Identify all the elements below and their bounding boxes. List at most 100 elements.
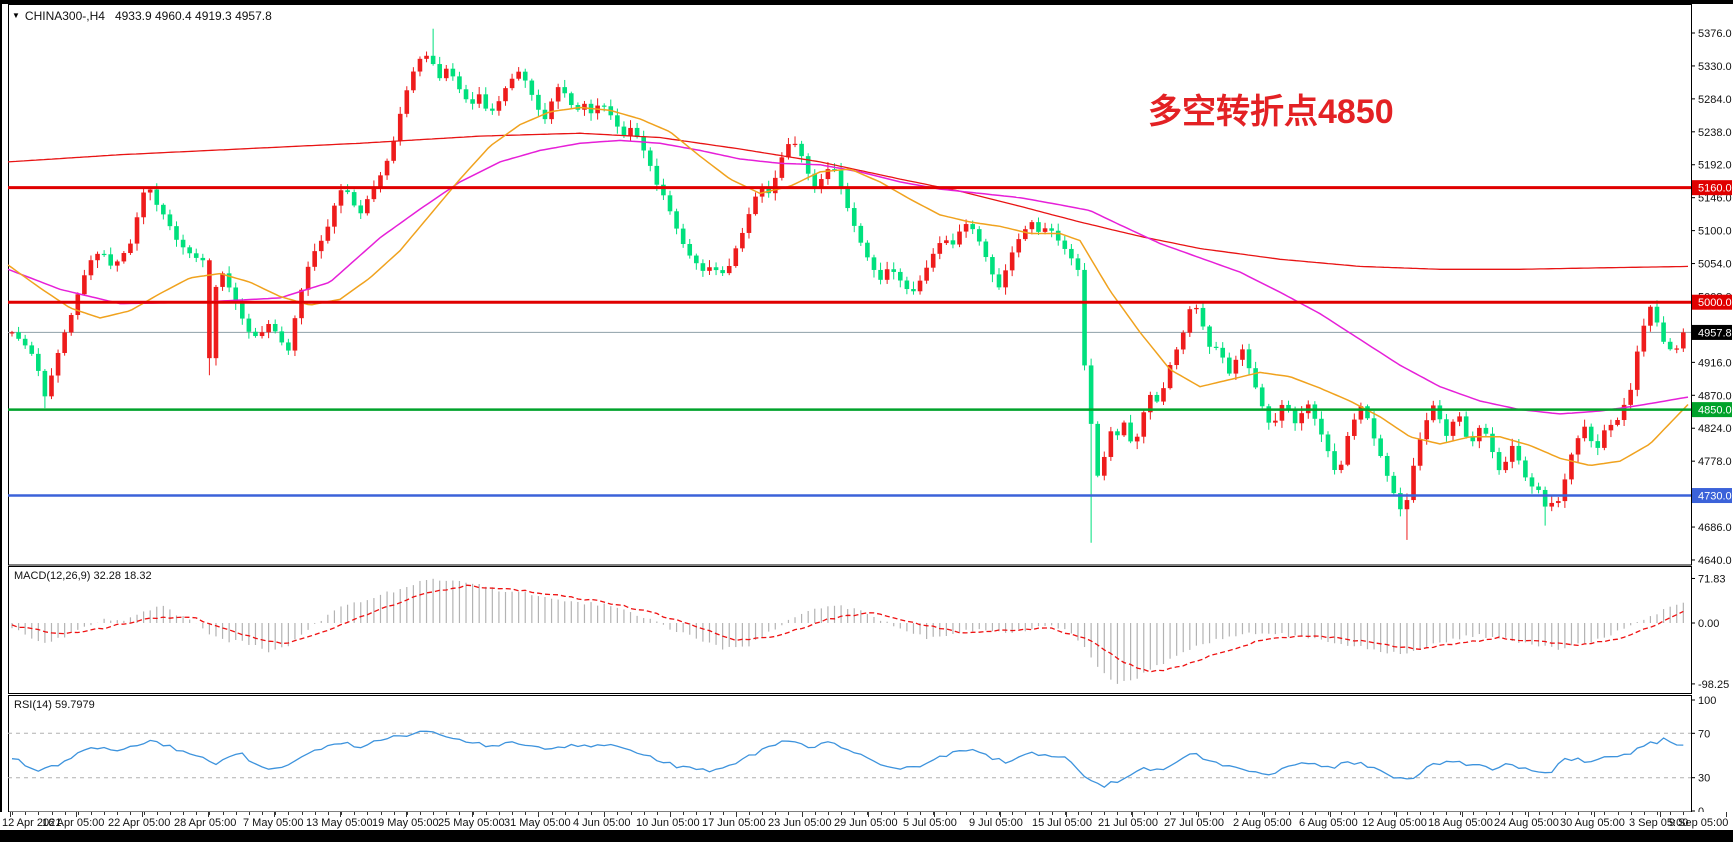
chart-annotation: 多空转折点4850	[1148, 93, 1394, 131]
time-major-tick	[1132, 812, 1133, 817]
ma-slow-line	[7, 132, 1689, 270]
time-minor-tick	[1078, 812, 1079, 815]
time-label: 31 May 05:00	[504, 817, 571, 829]
main-price-chart[interactable]: 5376.0 5330.0 5284.0 5238.0 5192.0 5146.0 5100…	[0, 0, 1733, 566]
time-major-tick	[1198, 812, 1199, 817]
rsi-label: RSI(14) 59.7979	[14, 699, 95, 711]
time-minor-tick	[683, 812, 685, 815]
time-label: 9 Sep 05:00	[1669, 817, 1729, 829]
time-minor-tick	[893, 812, 895, 815]
time-minor-tick	[959, 812, 961, 815]
time-label: 29 Jun 05:00	[834, 817, 898, 829]
svg-text:4916.0: 4916.0	[1698, 357, 1732, 369]
time-minor-tick	[1301, 812, 1303, 815]
time-major-tick	[1396, 812, 1397, 817]
time-minor-tick	[577, 812, 579, 815]
window-left-border	[0, 0, 2, 842]
time-major-tick	[1594, 812, 1595, 817]
time-minor-tick	[1117, 812, 1119, 815]
time-minor-tick	[169, 812, 171, 815]
svg-text:5238.0: 5238.0	[1698, 127, 1732, 139]
time-major-tick	[802, 812, 803, 817]
time-minor-tick	[933, 812, 935, 815]
time-minor-tick	[1196, 812, 1198, 815]
svg-text:4730.0: 4730.0	[1698, 491, 1732, 503]
horizontal-levels	[8, 186, 1691, 497]
time-minor-tick	[1420, 812, 1422, 815]
time-minor-tick	[25, 812, 27, 815]
time-minor-tick	[867, 812, 869, 815]
time-minor-tick	[196, 812, 198, 815]
time-minor-tick	[1209, 812, 1211, 815]
time-minor-tick	[235, 812, 237, 815]
time-label: 15 Jul 05:00	[1032, 817, 1092, 829]
time-axis[interactable]: 12 Apr 2021 16 Apr 05:00 22 Apr 05:00 28 Ap…	[0, 812, 1733, 830]
time-minor-tick	[143, 812, 145, 815]
svg-text:4778.0: 4778.0	[1698, 456, 1732, 468]
symbol-dropdown-icon: ▼	[12, 11, 20, 20]
time-major-tick	[736, 812, 737, 817]
time-label: 21 Jul 05:00	[1098, 817, 1158, 829]
time-minor-tick	[1354, 812, 1356, 815]
time-minor-tick	[906, 812, 908, 815]
time-minor-tick	[156, 812, 158, 815]
time-minor-tick	[1170, 812, 1172, 815]
time-minor-tick	[367, 812, 369, 815]
time-minor-tick	[880, 812, 882, 815]
time-minor-tick	[91, 812, 92, 815]
time-minor-tick	[814, 812, 816, 815]
macd-label: MACD(12,26,9) 32.28 18.32	[14, 570, 152, 582]
time-label: 17 Jun 05:00	[702, 817, 766, 829]
time-minor-tick	[854, 812, 856, 815]
time-label: 10 Jun 05:00	[636, 817, 700, 829]
svg-text:4957.8: 4957.8	[1698, 327, 1732, 339]
time-minor-tick	[38, 812, 40, 815]
window-bottom-border	[0, 830, 1733, 842]
time-minor-tick	[222, 812, 224, 815]
time-minor-tick	[327, 812, 329, 815]
price-badges: 5160.0 5000.0 4957.8 4850.0 4730.0	[1692, 180, 1732, 504]
time-minor-tick	[1091, 812, 1093, 815]
svg-text:4640.0: 4640.0	[1698, 555, 1732, 566]
time-label: 9 Jul 05:00	[969, 817, 1023, 829]
svg-text:5000.0: 5000.0	[1698, 297, 1732, 309]
time-major-tick	[340, 812, 341, 817]
time-major-tick	[142, 812, 143, 817]
time-minor-tick	[498, 812, 500, 815]
macd-signal-line	[11, 584, 1684, 673]
time-minor-tick	[722, 812, 724, 815]
time-minor-tick	[1012, 812, 1014, 815]
time-minor-tick	[1183, 812, 1185, 815]
svg-text:5192.0: 5192.0	[1698, 160, 1732, 172]
time-major-tick	[1462, 812, 1463, 817]
svg-text:5330.0: 5330.0	[1698, 61, 1732, 73]
time-minor-tick	[1564, 812, 1566, 815]
svg-text:30: 30	[1698, 773, 1710, 785]
time-minor-tick	[77, 812, 79, 815]
time-minor-tick	[1235, 812, 1237, 815]
time-minor-tick	[762, 812, 764, 815]
time-minor-tick	[1630, 812, 1632, 815]
time-label: 27 Jul 05:00	[1164, 817, 1224, 829]
time-label: 13 May 05:00	[306, 817, 373, 829]
svg-text:4870.0: 4870.0	[1698, 390, 1732, 402]
time-minor-tick	[51, 812, 53, 815]
time-minor-tick	[1130, 812, 1132, 815]
time-label: 19 May 05:00	[372, 817, 439, 829]
time-minor-tick	[1367, 812, 1369, 815]
svg-text:5054.0: 5054.0	[1698, 259, 1732, 271]
svg-text:5146.0: 5146.0	[1698, 193, 1732, 205]
time-minor-tick	[564, 812, 566, 815]
chart-ohlc-values: 4933.9 4960.4 4919.3 4957.8	[114, 9, 272, 23]
macd-panel[interactable]: 71.83 0.00 -98.25	[0, 566, 1733, 695]
svg-text:0.00: 0.00	[1698, 618, 1719, 630]
rsi-panel[interactable]: 100 70 30 0	[0, 695, 1733, 812]
rsi-line	[11, 730, 1684, 788]
time-label: 6 Aug 05:00	[1299, 817, 1358, 829]
time-minor-tick	[288, 812, 290, 815]
time-minor-tick	[1051, 812, 1053, 815]
time-label: 28 Apr 05:00	[174, 817, 237, 829]
time-major-tick	[1330, 812, 1331, 817]
time-major-tick	[208, 812, 209, 817]
